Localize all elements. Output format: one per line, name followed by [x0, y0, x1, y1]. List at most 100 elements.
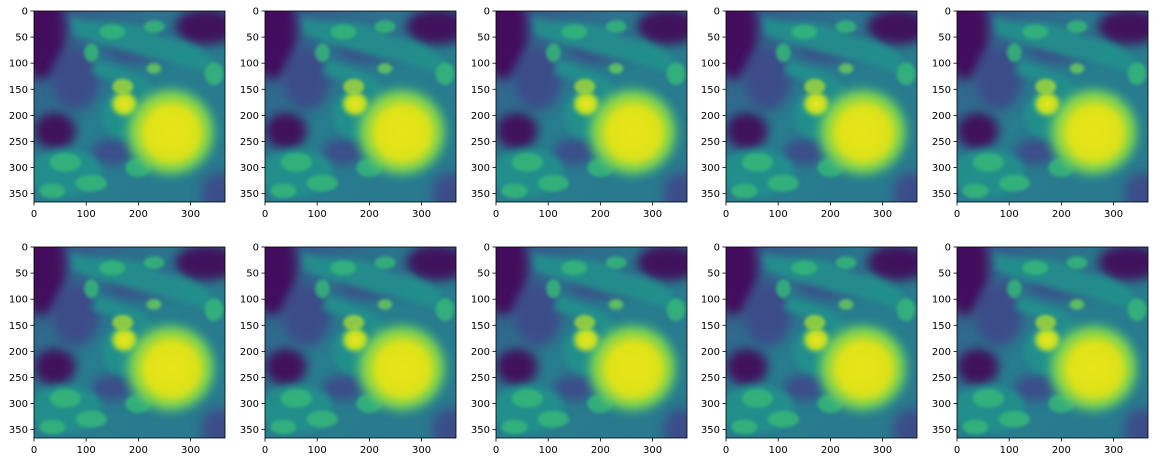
heatmap-pixels — [710, 0, 929, 215]
y-tick-label: 0 — [714, 7, 720, 18]
x-tick-label: 300 — [412, 209, 431, 220]
y-tick-label: 250 — [701, 137, 720, 148]
heatmap-pixels — [249, 221, 468, 451]
y-tick-label: 50 — [477, 33, 490, 44]
y-tick-label: 100 — [932, 295, 951, 306]
y-tick-label: 350 — [240, 189, 259, 200]
x-tick-label: 300 — [1104, 445, 1123, 456]
y-tick-label: 150 — [701, 321, 720, 332]
heatmap-image — [710, 0, 929, 215]
y-tick-label: 250 — [240, 373, 259, 384]
y-tick-label: 100 — [471, 59, 490, 70]
y-tick-label: 300 — [932, 163, 951, 174]
y-tick-label: 150 — [471, 85, 490, 96]
y-tick-label: 50 — [246, 33, 259, 44]
y-tick-label: 300 — [701, 163, 720, 174]
y-tick-label: 50 — [938, 269, 951, 280]
y-tick-label: 50 — [15, 269, 28, 280]
y-tick-label: 150 — [932, 321, 951, 332]
y-tick-label: 250 — [471, 373, 490, 384]
x-tick-label: 200 — [821, 445, 840, 456]
y-tick-label: 300 — [9, 163, 28, 174]
y-tick-label: 0 — [253, 243, 259, 254]
x-tick-label: 100 — [308, 445, 327, 456]
y-tick-label: 100 — [932, 59, 951, 70]
y-tick-label: 150 — [240, 85, 259, 96]
x-tick-label: 100 — [769, 445, 788, 456]
x-tick-label: 100 — [539, 209, 558, 220]
x-tick-label: 300 — [643, 445, 662, 456]
x-tick-label: 300 — [1104, 209, 1123, 220]
y-tick-label: 300 — [701, 399, 720, 410]
y-tick-label: 50 — [707, 269, 720, 280]
heatmap-pixels — [18, 221, 237, 451]
y-tick-label: 100 — [9, 295, 28, 306]
y-tick-label: 50 — [707, 33, 720, 44]
axes-frame — [725, 10, 918, 203]
x-tick-label: 0 — [954, 445, 960, 456]
x-tick-label: 200 — [821, 209, 840, 220]
y-tick-label: 350 — [932, 189, 951, 200]
x-tick-label: 0 — [31, 445, 37, 456]
heatmap-pixels — [710, 221, 929, 451]
x-tick-label: 200 — [360, 209, 379, 220]
x-tick-label: 0 — [493, 445, 499, 456]
y-tick-label: 0 — [22, 243, 28, 254]
y-tick-label: 300 — [932, 399, 951, 410]
y-tick-label: 250 — [932, 373, 951, 384]
y-tick-label: 150 — [9, 85, 28, 96]
y-tick-label: 100 — [240, 295, 259, 306]
axes-frame — [725, 246, 918, 439]
y-tick-label: 350 — [701, 189, 720, 200]
heatmap-pixels — [249, 0, 468, 215]
y-tick-label: 0 — [714, 243, 720, 254]
y-tick-label: 300 — [240, 399, 259, 410]
heatmap-image — [18, 221, 237, 451]
x-tick-label: 100 — [769, 209, 788, 220]
y-tick-label: 350 — [701, 425, 720, 436]
y-tick-label: 300 — [240, 163, 259, 174]
y-tick-label: 50 — [938, 33, 951, 44]
y-tick-label: 200 — [471, 111, 490, 122]
y-tick-label: 200 — [240, 347, 259, 358]
axes-frame — [495, 246, 688, 439]
y-tick-label: 0 — [945, 243, 951, 254]
heatmap-pixels — [480, 0, 699, 215]
y-tick-label: 200 — [932, 347, 951, 358]
heatmap-image — [249, 221, 468, 451]
y-tick-label: 50 — [246, 269, 259, 280]
y-tick-label: 200 — [240, 111, 259, 122]
y-tick-label: 200 — [9, 111, 28, 122]
heatmap-pixels — [941, 0, 1156, 215]
x-tick-label: 200 — [1052, 209, 1071, 220]
y-tick-label: 100 — [701, 59, 720, 70]
x-tick-label: 200 — [129, 445, 148, 456]
heatmap-image — [941, 221, 1156, 451]
y-tick-label: 250 — [932, 137, 951, 148]
y-tick-label: 200 — [701, 347, 720, 358]
y-tick-label: 200 — [471, 347, 490, 358]
axes-frame — [33, 246, 226, 439]
x-tick-label: 0 — [262, 209, 268, 220]
x-tick-label: 200 — [591, 209, 610, 220]
y-tick-label: 300 — [9, 399, 28, 410]
axes-frame — [495, 10, 688, 203]
y-tick-label: 50 — [477, 269, 490, 280]
y-tick-label: 250 — [471, 137, 490, 148]
x-tick-label: 0 — [31, 209, 37, 220]
x-tick-label: 200 — [360, 445, 379, 456]
y-tick-label: 100 — [240, 59, 259, 70]
heatmap-pixels — [941, 221, 1156, 451]
y-tick-label: 100 — [471, 295, 490, 306]
y-tick-label: 100 — [701, 295, 720, 306]
x-tick-label: 100 — [1000, 445, 1019, 456]
x-tick-label: 300 — [181, 445, 200, 456]
y-tick-label: 150 — [9, 321, 28, 332]
